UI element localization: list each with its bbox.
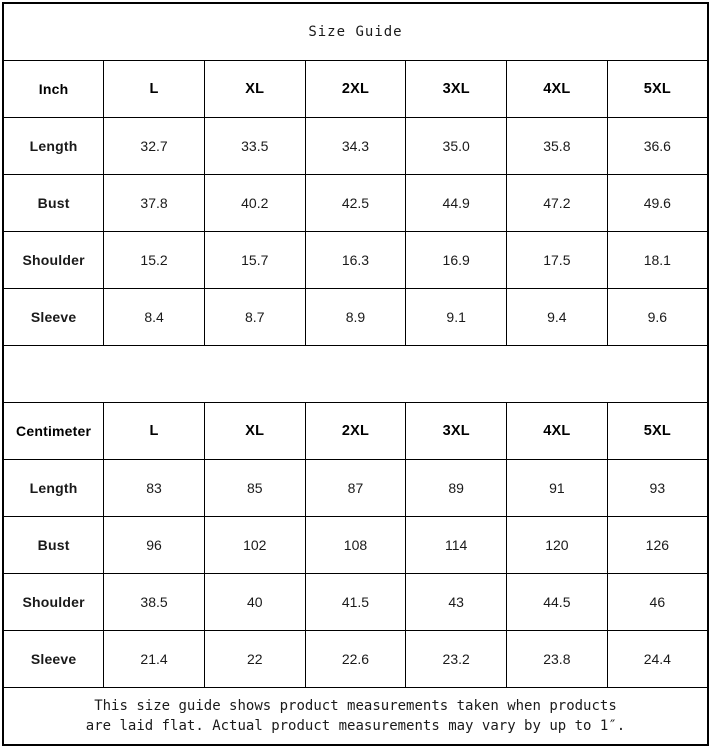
cell-cm-shoulder-5xl: 46 xyxy=(606,573,709,631)
cell-inch-sleeve-l: 8.4 xyxy=(103,288,205,346)
note-row: This size guide shows product measuremen… xyxy=(2,687,709,746)
cell-cm-shoulder-2xl: 41.5 xyxy=(304,573,407,631)
cell-inch-length-5xl: 36.6 xyxy=(606,117,709,175)
cell-cm-shoulder-xl: 40 xyxy=(203,573,306,631)
cell-inch-sleeve-xl: 8.7 xyxy=(203,288,306,346)
cell-inch-bust-l: 37.8 xyxy=(103,174,205,232)
row-label-cm-bust: Bust xyxy=(2,516,105,574)
cell-inch-shoulder-5xl: 18.1 xyxy=(606,231,709,289)
row-label-inch-bust: Bust xyxy=(2,174,105,232)
table-row: Shoulder 38.5 40 41.5 43 44.5 46 xyxy=(2,573,709,631)
size-header-cm-3xl: 3XL xyxy=(405,402,508,460)
cell-inch-length-3xl: 35.0 xyxy=(405,117,508,175)
cell-inch-shoulder-xl: 15.7 xyxy=(203,231,306,289)
cell-cm-shoulder-4xl: 44.5 xyxy=(506,573,608,631)
cell-cm-bust-3xl: 114 xyxy=(405,516,508,574)
row-label-inch-length: Length xyxy=(2,117,105,175)
cell-cm-sleeve-l: 21.4 xyxy=(103,630,205,688)
spacer-cell xyxy=(3,345,708,403)
cell-inch-shoulder-3xl: 16.9 xyxy=(405,231,508,289)
size-header-2xl: 2XL xyxy=(304,60,407,118)
cell-inch-bust-2xl: 42.5 xyxy=(304,174,407,232)
cell-cm-length-l: 83 xyxy=(103,459,205,517)
size-header-cm-l: L xyxy=(103,402,205,460)
table-row: Bust 96 102 108 114 120 126 xyxy=(2,516,709,574)
cell-cm-length-xl: 85 xyxy=(203,459,306,517)
size-header-xl: XL xyxy=(203,60,306,118)
cell-cm-sleeve-2xl: 22.6 xyxy=(304,630,407,688)
unit-label-centimeter: Centimeter xyxy=(2,402,105,460)
cell-cm-sleeve-4xl: 23.8 xyxy=(506,630,608,688)
table-row: Length 83 85 87 89 91 93 xyxy=(2,459,709,517)
cell-inch-shoulder-2xl: 16.3 xyxy=(304,231,407,289)
cell-cm-length-2xl: 87 xyxy=(304,459,407,517)
row-label-cm-length: Length xyxy=(2,459,105,517)
cell-cm-bust-4xl: 120 xyxy=(506,516,608,574)
cell-cm-shoulder-l: 38.5 xyxy=(103,573,205,631)
row-label-inch-shoulder: Shoulder xyxy=(2,231,105,289)
size-header-cm-5xl: 5XL xyxy=(606,402,709,460)
size-header-l: L xyxy=(103,60,205,118)
inch-header-row: Inch L XL 2XL 3XL 4XL 5XL xyxy=(2,60,709,118)
row-label-inch-sleeve: Sleeve xyxy=(2,288,105,346)
page-title: Size Guide xyxy=(2,2,709,61)
cell-cm-sleeve-3xl: 23.2 xyxy=(405,630,508,688)
size-header-5xl: 5XL xyxy=(606,60,709,118)
cell-cm-length-3xl: 89 xyxy=(405,459,508,517)
table-row: Shoulder 15.2 15.7 16.3 16.9 17.5 18.1 xyxy=(2,231,709,289)
centimeter-header-row: Centimeter L XL 2XL 3XL 4XL 5XL xyxy=(2,402,709,460)
size-header-4xl: 4XL xyxy=(506,60,608,118)
cell-cm-bust-5xl: 126 xyxy=(606,516,709,574)
size-header-cm-2xl: 2XL xyxy=(304,402,407,460)
cell-inch-sleeve-5xl: 9.6 xyxy=(606,288,709,346)
cell-inch-sleeve-3xl: 9.1 xyxy=(405,288,508,346)
row-label-cm-sleeve: Sleeve xyxy=(2,630,105,688)
cell-inch-bust-3xl: 44.9 xyxy=(405,174,508,232)
unit-label-inch: Inch xyxy=(2,60,105,118)
cell-cm-bust-2xl: 108 xyxy=(304,516,407,574)
cell-inch-shoulder-4xl: 17.5 xyxy=(506,231,608,289)
cell-inch-sleeve-2xl: 8.9 xyxy=(304,288,407,346)
table-row: Length 32.7 33.5 34.3 35.0 35.8 36.6 xyxy=(2,117,709,175)
table-row: Sleeve 21.4 22 22.6 23.2 23.8 24.4 xyxy=(2,630,709,688)
cell-cm-length-4xl: 91 xyxy=(506,459,608,517)
table-spacer-row xyxy=(3,345,708,403)
cell-cm-sleeve-5xl: 24.4 xyxy=(606,630,709,688)
cell-cm-shoulder-3xl: 43 xyxy=(405,573,508,631)
size-header-3xl: 3XL xyxy=(405,60,508,118)
table-row: Sleeve 8.4 8.7 8.9 9.1 9.4 9.6 xyxy=(2,288,709,346)
cell-inch-sleeve-4xl: 9.4 xyxy=(506,288,608,346)
cell-cm-bust-xl: 102 xyxy=(203,516,306,574)
cell-inch-length-2xl: 34.3 xyxy=(304,117,407,175)
size-header-cm-xl: XL xyxy=(203,402,306,460)
cell-inch-bust-4xl: 47.2 xyxy=(506,174,608,232)
cell-inch-length-xl: 33.5 xyxy=(203,117,306,175)
cell-inch-shoulder-l: 15.2 xyxy=(103,231,205,289)
cell-inch-length-4xl: 35.8 xyxy=(506,117,608,175)
table-row: Bust 37.8 40.2 42.5 44.9 47.2 49.6 xyxy=(2,174,709,232)
size-header-cm-4xl: 4XL xyxy=(506,402,608,460)
cell-cm-sleeve-xl: 22 xyxy=(203,630,306,688)
cell-inch-bust-xl: 40.2 xyxy=(203,174,306,232)
cell-inch-length-l: 32.7 xyxy=(103,117,205,175)
row-label-cm-shoulder: Shoulder xyxy=(2,573,105,631)
note-line-2: are laid flat. Actual product measuremen… xyxy=(85,718,626,734)
title-row: Size Guide xyxy=(2,2,709,61)
measurement-note: This size guide shows product measuremen… xyxy=(2,687,709,746)
note-line-1: This size guide shows product measuremen… xyxy=(94,698,617,714)
cell-cm-length-5xl: 93 xyxy=(606,459,709,517)
cell-inch-bust-5xl: 49.6 xyxy=(606,174,709,232)
cell-cm-bust-l: 96 xyxy=(103,516,205,574)
